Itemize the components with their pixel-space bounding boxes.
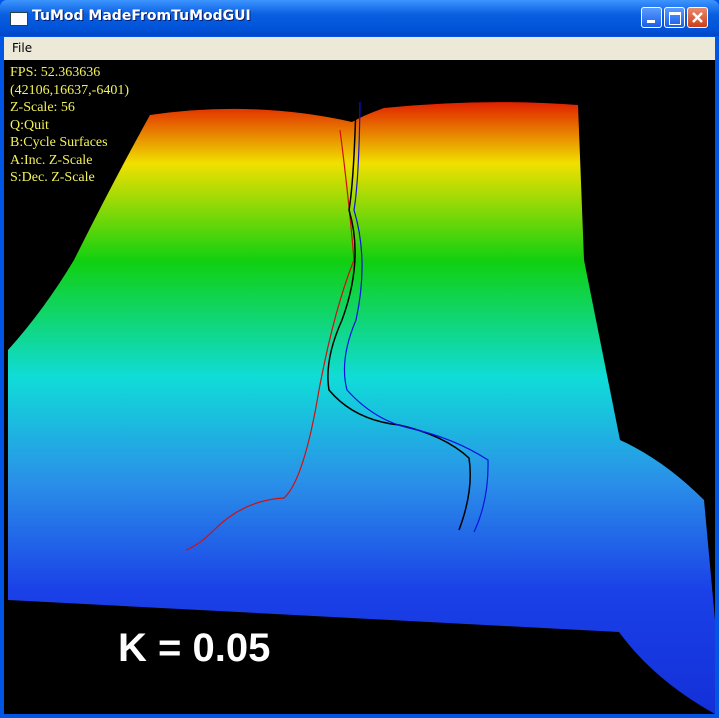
overlay-line: A:Inc. Z-Scale — [10, 152, 129, 170]
viewport: FPS: 52.363636 (42106,16637,-6401) Z-Sca… — [4, 60, 715, 714]
overlay-line: FPS: 52.363636 — [10, 64, 129, 82]
overlay-line: B:Cycle Surfaces — [10, 134, 129, 152]
caption: K = 0.05 — [118, 626, 270, 671]
app-window: TuMod MadeFromTuModGUI File — [0, 0, 719, 718]
overlay-line: (42106,16637,-6401) — [10, 82, 129, 100]
window-title: TuMod MadeFromTuModGUI — [32, 8, 251, 24]
title-bar: TuMod MadeFromTuModGUI — [0, 0, 719, 36]
menu-bar: File — [4, 37, 715, 60]
overlay-line: Q:Quit — [10, 117, 129, 135]
status-overlay: FPS: 52.363636 (42106,16637,-6401) Z-Sca… — [10, 64, 129, 187]
minimize-button[interactable] — [641, 7, 662, 28]
overlay-line: Z-Scale: 56 — [10, 99, 129, 117]
surface — [8, 102, 715, 714]
file-menu[interactable]: File — [12, 41, 32, 55]
overlay-line: S:Dec. Z-Scale — [10, 169, 129, 187]
window-icon — [10, 12, 28, 26]
maximize-button[interactable] — [664, 7, 685, 28]
close-button[interactable] — [687, 7, 708, 28]
